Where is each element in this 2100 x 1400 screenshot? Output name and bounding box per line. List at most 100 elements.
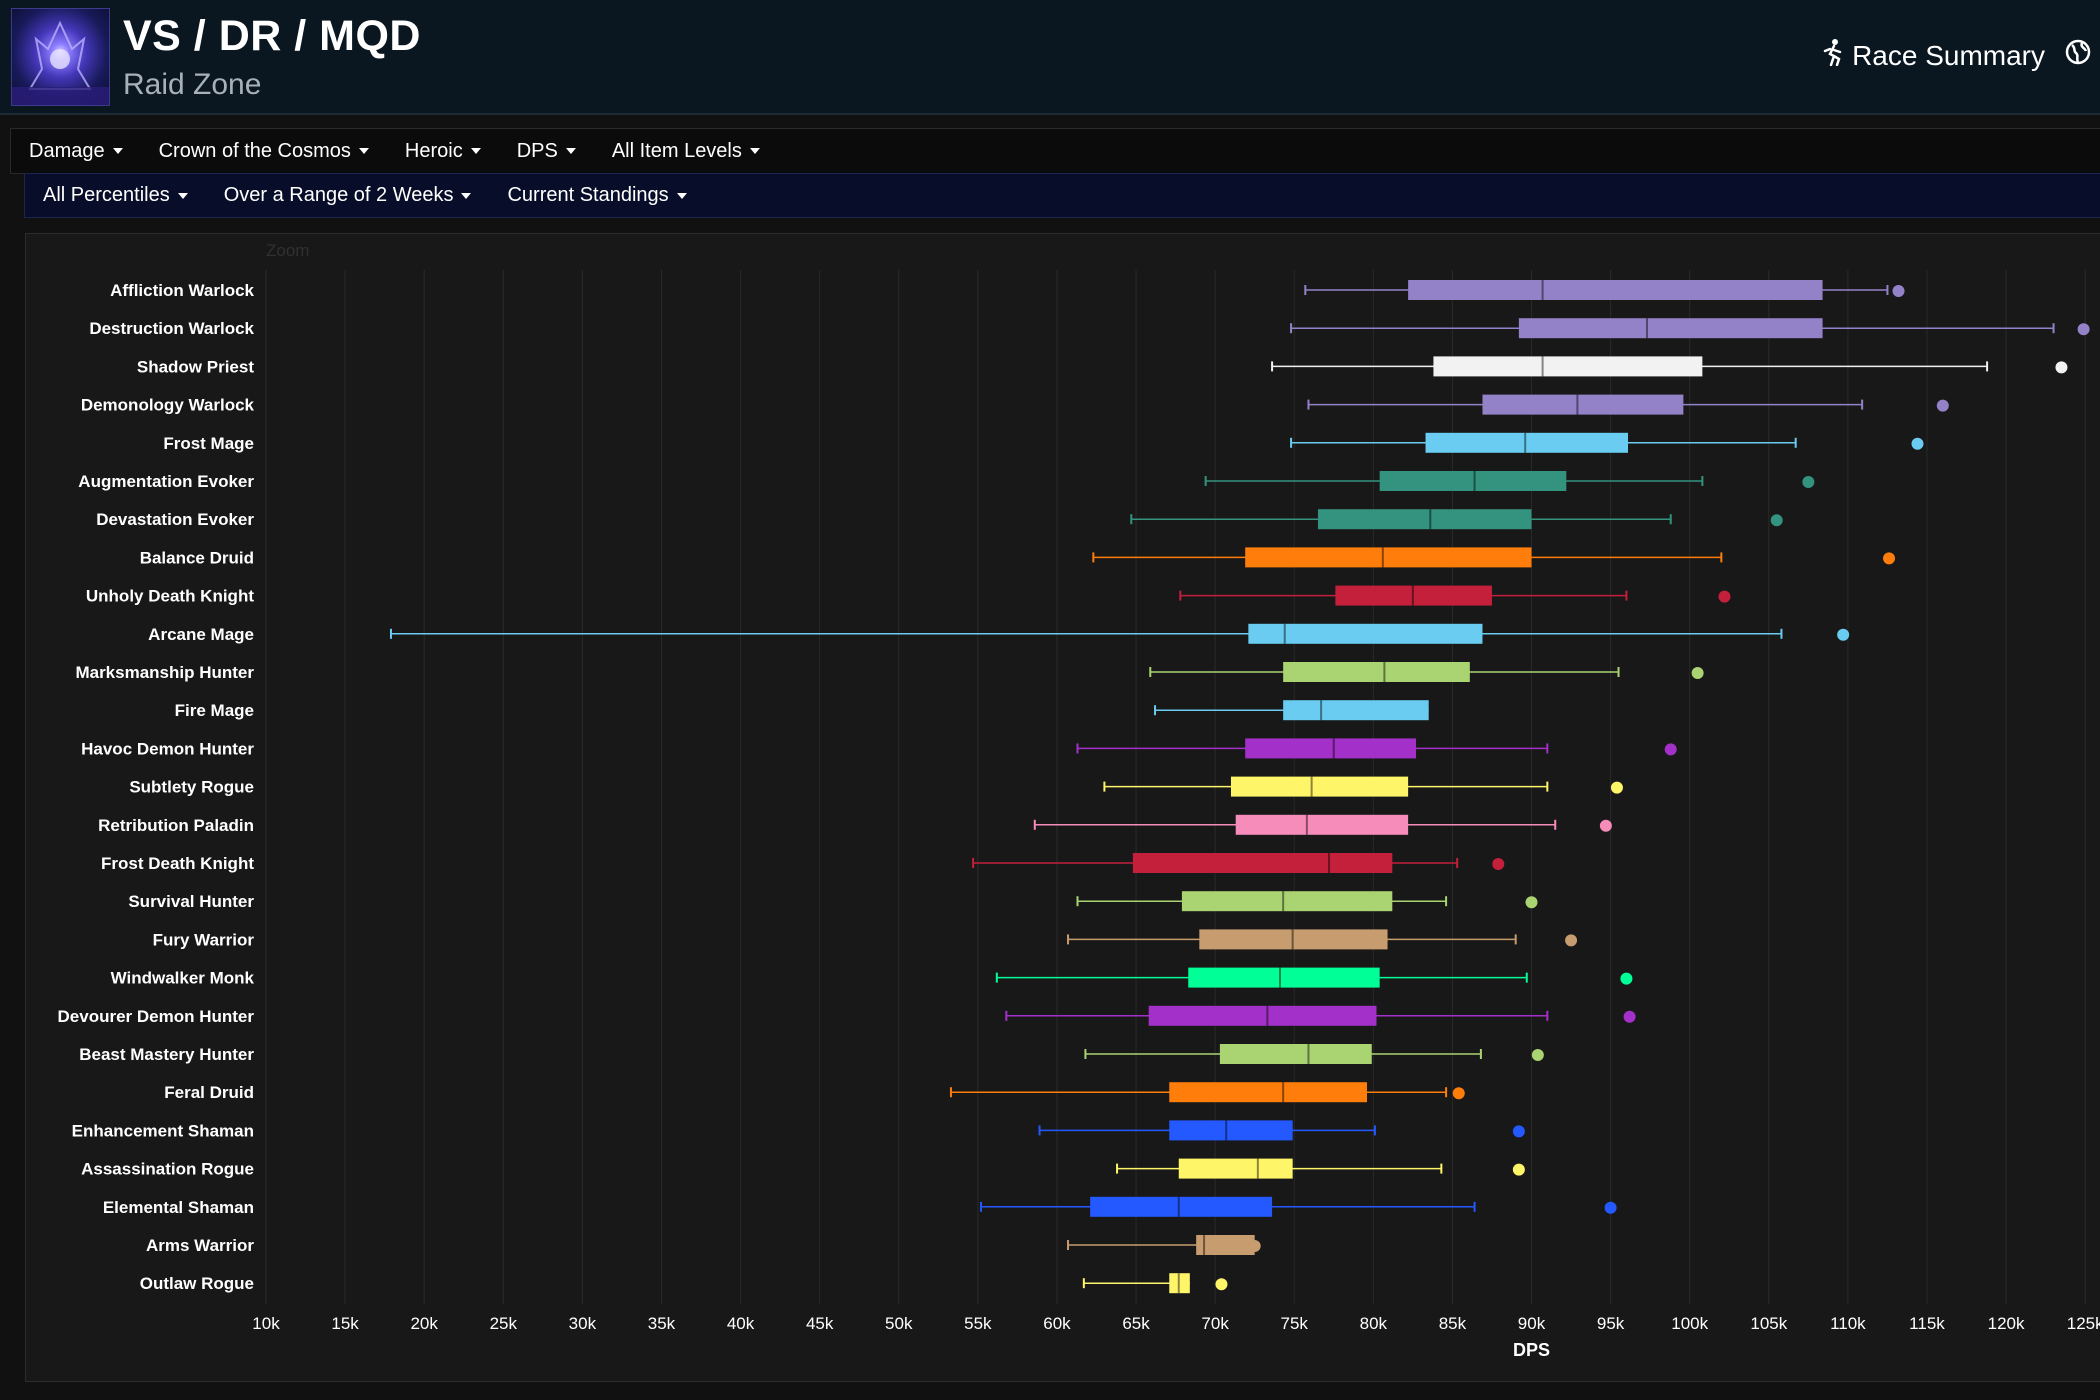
x-tick-label: 125k [2067, 1314, 2100, 1333]
caret-down-icon [470, 148, 481, 155]
x-tick-label: 75k [1281, 1314, 1309, 1333]
race-summary-link[interactable]: Race Summary [1822, 38, 2045, 73]
box-iqr [1425, 432, 1629, 453]
x-tick-label: 80k [1360, 1314, 1388, 1333]
max-point [1936, 399, 1949, 412]
x-tick-label: 20k [410, 1314, 438, 1333]
caret-down-icon [112, 148, 123, 155]
max-point [1620, 972, 1633, 985]
row-label: Fury Warrior [153, 930, 255, 949]
box-iqr [1482, 394, 1684, 415]
max-point [1248, 1240, 1261, 1252]
max-point [1531, 1049, 1544, 1061]
row-label: Frost Mage [163, 434, 254, 453]
row-label: Affliction Warlock [110, 281, 254, 300]
box-iqr [1235, 814, 1409, 835]
x-tick-label: 60k [1043, 1314, 1071, 1333]
row-label: Elemental Shaman [103, 1198, 254, 1217]
max-point [1691, 667, 1704, 679]
x-tick-label: 15k [331, 1314, 359, 1333]
box-row: Frost Death Knight [101, 853, 1505, 873]
box-iqr [1148, 1005, 1377, 1026]
x-tick-label: 90k [1518, 1314, 1546, 1333]
row-label: Fire Mage [175, 701, 254, 720]
x-tick-label: 40k [727, 1314, 755, 1333]
difficulty-dropdown[interactable]: Heroic [387, 140, 499, 163]
x-tick-label: 100k [1671, 1314, 1708, 1333]
x-tick-label: 30k [569, 1314, 597, 1333]
max-point [1883, 552, 1896, 565]
caret-down-icon [749, 148, 760, 155]
box-row: Demonology Warlock [81, 394, 1949, 415]
box-row: Elemental Shaman [103, 1196, 1617, 1217]
row-label: Unholy Death Knight [86, 587, 254, 606]
box-row: Arms Warrior [146, 1235, 1261, 1255]
max-point [1770, 514, 1783, 527]
max-point [1664, 743, 1677, 756]
box-iqr [1181, 891, 1393, 912]
caret-down-icon [676, 192, 687, 199]
box-row: Beast Mastery Hunter [79, 1044, 1544, 1064]
caret-down-icon [461, 192, 472, 199]
x-tick-label: 120k [1988, 1314, 2025, 1333]
dps-boxplot-chart[interactable]: Zoom 10k 15k 20k 25k 30k 35k 40k 45k 50k 55k 60k 65… [25, 233, 2100, 1382]
box-row: Assassination Rogue [81, 1158, 1525, 1179]
box-rows: Affliction Warlock Destruction Warlock Sha… [58, 280, 2090, 1294]
x-tick-label: 95k [1597, 1314, 1625, 1333]
chart-svg[interactable]: Zoom 10k 15k 20k 25k 30k 35k 40k 45k 50k 55k 60k 65… [26, 234, 2100, 1381]
row-label: Demonology Warlock [81, 396, 255, 415]
max-point [1599, 819, 1612, 832]
box-iqr [1283, 700, 1429, 721]
x-tick-label: 45k [806, 1314, 834, 1333]
box-iqr [1090, 1196, 1273, 1217]
box-row: Arcane Mage [148, 623, 1850, 644]
x-axis-label: DPS [1513, 1340, 1550, 1360]
caret-down-icon [358, 148, 369, 155]
box-row: Destruction Warlock [89, 318, 2090, 339]
max-point [1802, 476, 1815, 488]
x-tick-label: 25k [490, 1314, 518, 1333]
zoom-label[interactable]: Zoom [266, 241, 309, 260]
row-label: Shadow Priest [137, 357, 254, 376]
row-label: Arcane Mage [148, 625, 254, 644]
standings-dropdown[interactable]: Current Standings [489, 184, 704, 207]
box-row: Enhancement Shaman [72, 1120, 1525, 1141]
row-label: Devastation Evoker [96, 510, 254, 529]
running-person-icon [1822, 38, 1844, 73]
box-iqr [1169, 1082, 1367, 1103]
page-title: VS / DR / MQD [123, 12, 421, 60]
encounter-dropdown[interactable]: Crown of the Cosmos [141, 140, 387, 163]
role-dropdown[interactable]: DPS [499, 140, 594, 163]
box-iqr [1219, 1044, 1372, 1064]
damage-dropdown[interactable]: Damage [11, 140, 141, 163]
max-point [2077, 323, 2090, 336]
x-tick-label: 85k [1439, 1314, 1467, 1333]
row-label: Beast Mastery Hunter [79, 1045, 254, 1064]
row-label: Marksmanship Hunter [75, 663, 254, 682]
time-range-dropdown[interactable]: Over a Range of 2 Weeks [206, 184, 490, 207]
box-row: Marksmanship Hunter [75, 662, 1704, 682]
row-label: Enhancement Shaman [72, 1121, 254, 1140]
page-header: VS / DR / MQD Raid Zone Race Summary [0, 0, 2100, 115]
filter-bar-primary: Damage Crown of the Cosmos Heroic DPS Al… [10, 128, 2100, 174]
x-tick-label: 105k [1750, 1314, 1787, 1333]
box-iqr [1379, 471, 1567, 491]
box-iqr [1433, 356, 1703, 377]
x-tick-label: 55k [964, 1314, 992, 1333]
box-row: Feral Druid [164, 1082, 1465, 1103]
item-level-dropdown[interactable]: All Item Levels [594, 140, 778, 163]
x-axis-ticks: 10k 15k 20k 25k 30k 35k 40k 45k 50k 55k 60k 65k 70k 7… [252, 1314, 2100, 1333]
box-iqr [1169, 1120, 1293, 1141]
raid-logo-icon [11, 8, 110, 106]
box-iqr [1230, 776, 1409, 797]
globe-icon[interactable] [2064, 38, 2092, 66]
percentile-dropdown[interactable]: All Percentiles [25, 184, 206, 207]
race-summary-label: Race Summary [1852, 39, 2045, 71]
box-iqr [1245, 738, 1417, 759]
box-iqr [1169, 1273, 1190, 1294]
row-label: Subtlety Rogue [129, 778, 254, 797]
x-tick-label: 10k [252, 1314, 280, 1333]
max-point [2055, 361, 2068, 374]
box-row: Devastation Evoker [96, 509, 1783, 530]
box-row: Unholy Death Knight [86, 585, 1731, 606]
